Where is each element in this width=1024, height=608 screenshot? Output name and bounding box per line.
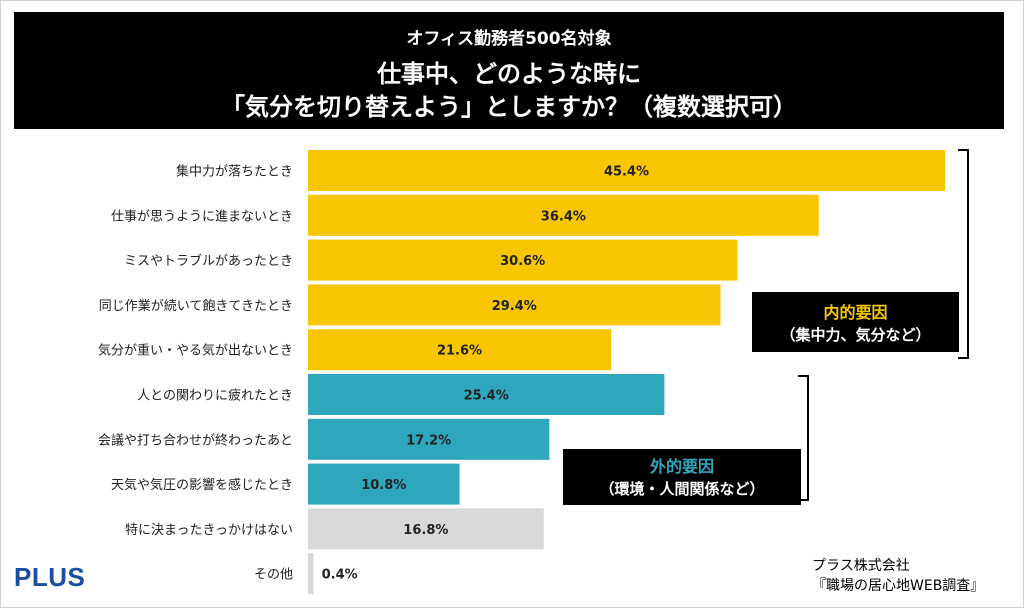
bar — [308, 239, 738, 281]
value-label: 25.4% — [464, 389, 509, 404]
category-label: 気分が重い・やる気が出ないとき — [98, 343, 293, 359]
bar — [308, 194, 819, 236]
bar — [308, 329, 612, 371]
category-label: 集中力が落ちたとき — [176, 164, 293, 180]
external-factors-box: 外的要因 （環境・人間関係など） — [563, 449, 801, 505]
category-label: 同じ作業が続いて飽きてきたとき — [99, 298, 293, 314]
source-credit: プラス株式会社 『職場の居心地WEB調査』 — [812, 556, 1012, 596]
credit-survey: 『職場の居心地WEB調査』 — [812, 578, 985, 594]
value-label: 21.6% — [437, 344, 482, 359]
internal-factors-subtitle: （集中力、気分など） — [780, 326, 931, 344]
category-label: 天気や気圧の影響を感じたとき — [111, 477, 293, 493]
external-factors-title: 外的要因 — [649, 457, 714, 476]
bar — [308, 418, 550, 460]
category-label: ミスやトラブルがあったとき — [124, 253, 293, 269]
bar — [308, 463, 460, 505]
bar — [308, 284, 721, 326]
value-label: 30.6% — [500, 254, 545, 269]
bar — [308, 150, 945, 191]
internal-factors-box: 内的要因 （集中力、気分など） — [752, 292, 959, 352]
internal-factors-title: 内的要因 — [823, 303, 888, 322]
external-factors-subtitle: （環境・人間関係など） — [599, 480, 765, 498]
plus-logo: PLUS — [14, 562, 86, 592]
category-label: その他 — [254, 568, 293, 583]
bar — [308, 508, 544, 550]
category-label: 会議や打ち合わせが終わったあと — [98, 432, 293, 448]
value-label: 16.8% — [403, 523, 448, 538]
value-label: 17.2% — [406, 433, 451, 448]
credit-company: プラス株式会社 — [812, 558, 910, 574]
value-label: 10.8% — [361, 478, 406, 493]
chart-title-line1: 仕事中、どのような時に — [377, 60, 641, 88]
chart-title-line2: 「気分を切り替えよう」としますか？（複数選択可） — [221, 93, 797, 121]
internal-bracket — [958, 149, 969, 359]
category-label: 特に決まったきっかけはない — [125, 523, 293, 538]
value-label: 36.4% — [541, 209, 586, 224]
value-label: 45.4% — [604, 165, 649, 180]
external-bracket — [798, 375, 809, 501]
title-banner: オフィス勤務者500名対象 仕事中、どのような時に 「気分を切り替えよう」としま… — [14, 12, 1004, 129]
value-label: 29.4% — [492, 299, 537, 314]
chart-subtitle: オフィス勤務者500名対象 — [406, 29, 612, 49]
category-label: 仕事が思うように進まないとき — [111, 209, 293, 224]
category-label: 人との関わりに疲れたとき — [137, 388, 293, 404]
bar — [308, 553, 314, 595]
bar — [308, 374, 665, 415]
value-label: 0.4% — [322, 568, 358, 583]
